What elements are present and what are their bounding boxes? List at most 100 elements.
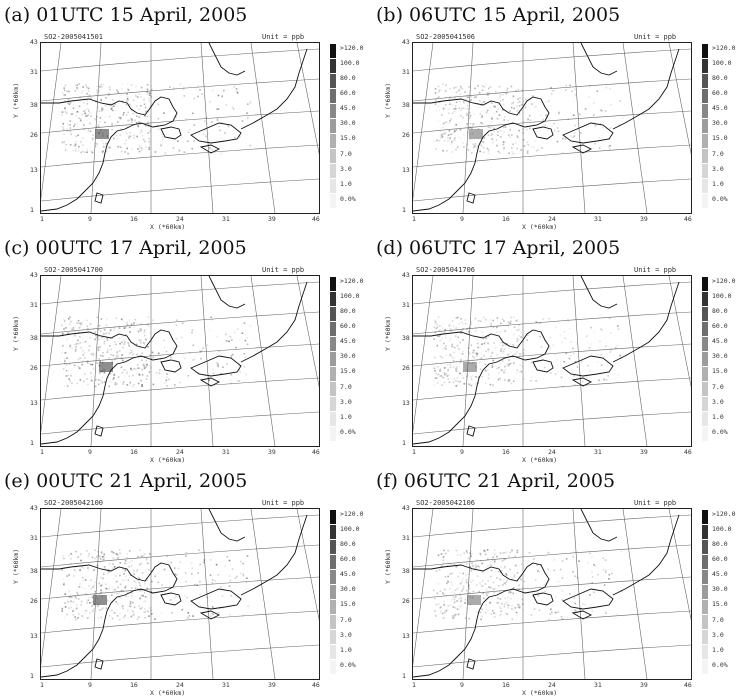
y-tick-label: 1 — [402, 206, 406, 214]
colorbar-segment — [702, 510, 708, 525]
colorbar-segment — [702, 134, 708, 149]
colorbar-segment — [330, 104, 336, 119]
colorbar-label: 60.0 — [712, 89, 728, 98]
coastline — [562, 588, 614, 610]
so2-concentration-field — [433, 316, 622, 388]
colorbar-segment — [330, 59, 336, 74]
y-tick-label: 13 — [402, 632, 410, 640]
x-tick-label: 39 — [640, 448, 648, 456]
colorbar-segment — [330, 382, 336, 397]
unit-label: Unit = ppb — [262, 499, 305, 507]
x-tick-label: 24 — [176, 215, 184, 223]
colorbar-label: 15.0 — [340, 600, 356, 609]
colorbar-segment — [330, 427, 336, 442]
colorbar-label: 60.0 — [712, 555, 728, 564]
coastline — [612, 281, 680, 363]
y-axis-label: Y (*60km) — [384, 548, 392, 584]
x-tick-label: 31 — [222, 681, 230, 689]
x-tick-label: 31 — [222, 215, 230, 223]
map-id-label: SO2-2005041700 — [44, 266, 104, 274]
x-tick-label: 1 — [40, 448, 44, 456]
colorbar-segment — [330, 194, 336, 209]
colorbar-segment — [330, 412, 336, 427]
colorbar-segment — [702, 615, 708, 630]
x-tick-label: 9 — [88, 215, 92, 223]
colorbar-label: >120.0 — [340, 277, 364, 285]
y-tick-label: 26 — [402, 364, 410, 372]
coastline — [160, 592, 182, 606]
y-tick-label: 1 — [30, 672, 34, 680]
colorbar-label: 1.0 — [340, 179, 352, 188]
coastline — [532, 359, 554, 373]
map-panel: (c) 00UTC 17 April, 2005 SO2-2005041700 Un… — [0, 233, 372, 466]
x-tick-label: 39 — [268, 681, 276, 689]
colorbar-segment — [330, 337, 336, 352]
map-panel: (b) 06UTC 15 April, 2005 SO2-2005041506 Un… — [372, 0, 744, 233]
map-svg — [41, 43, 319, 213]
x-tick-label: 1 — [40, 215, 44, 223]
colorbar-segment — [330, 585, 336, 600]
coastline — [466, 425, 476, 437]
panel-title: (e) 00UTC 21 April, 2005 — [4, 470, 248, 492]
x-tick-label: 31 — [594, 681, 602, 689]
colorbar-segment — [330, 525, 336, 540]
colorbar-label: 3.0 — [712, 630, 724, 639]
x-tick-label: 46 — [312, 681, 320, 689]
colorbar-segment — [330, 179, 336, 194]
panel-title: (b) 06UTC 15 April, 2005 — [376, 4, 621, 26]
colorbar-label: 0.0% — [712, 194, 728, 203]
x-tick-label: 31 — [222, 448, 230, 456]
so2-concentration-field — [433, 83, 624, 155]
coastline — [562, 355, 614, 377]
colorbar-segment — [702, 367, 708, 382]
colorbar-label: 15.0 — [712, 134, 728, 143]
colorbar-label: 45.0 — [712, 104, 728, 113]
map-id-label: SO2-2005041706 — [416, 266, 476, 274]
colorbar-segment — [702, 352, 708, 367]
x-tick-label: 1 — [412, 215, 416, 223]
colorbar-label: >120.0 — [712, 510, 736, 518]
colorbar-label: 3.0 — [340, 630, 352, 639]
y-tick-label: 1 — [30, 206, 34, 214]
map-frame — [40, 508, 320, 680]
colorbar-label: 60.0 — [340, 322, 356, 331]
y-tick-label: 26 — [30, 131, 38, 139]
colorbar-label: 15.0 — [712, 367, 728, 376]
x-axis-label: X (*60km) — [150, 223, 186, 231]
y-tick-label: 26 — [30, 364, 38, 372]
colorbar-segment — [330, 630, 336, 645]
colorbar-label: 100.0 — [340, 292, 360, 301]
y-tick-label: 13 — [30, 399, 38, 407]
map-panel: (d) 06UTC 17 April, 2005 SO2-2005041706 Un… — [372, 233, 744, 466]
coastline — [41, 329, 178, 445]
colorbar-segment — [702, 630, 708, 645]
y-tick-label: 43 — [30, 504, 38, 512]
x-tick-label: 46 — [312, 448, 320, 456]
y-tick-label: 31 — [402, 68, 410, 76]
x-tick-label: 24 — [176, 681, 184, 689]
coastline — [562, 122, 614, 144]
colorbar-label: 80.0 — [712, 74, 728, 83]
colorbar-segment — [702, 149, 708, 164]
colorbar-segment — [702, 44, 708, 59]
y-tick-label: 43 — [402, 271, 410, 279]
colorbar-label: 60.0 — [340, 555, 356, 564]
colorbar-segment — [702, 194, 708, 209]
y-tick-label: 1 — [402, 672, 406, 680]
coastline — [580, 276, 618, 309]
colorbar-label: 7.0 — [712, 615, 724, 624]
colorbar-label: 1.0 — [712, 412, 724, 421]
coastline — [160, 126, 182, 140]
unit-label: Unit = ppb — [262, 33, 305, 41]
colorbar — [702, 510, 708, 676]
colorbar — [702, 277, 708, 443]
colorbar-label: 1.0 — [712, 645, 724, 654]
colorbar-segment — [330, 510, 336, 525]
colorbar-labels: >120.0 100.0 80.0 60.0 45.0 30.0 15.0 7.0 3.0 1.0… — [712, 510, 735, 676]
coastline — [240, 281, 308, 363]
coastline — [94, 658, 104, 670]
colorbar — [702, 44, 708, 210]
colorbar-segment — [330, 397, 336, 412]
colorbar-label: 100.0 — [712, 292, 732, 301]
x-tick-label: 16 — [130, 448, 138, 456]
